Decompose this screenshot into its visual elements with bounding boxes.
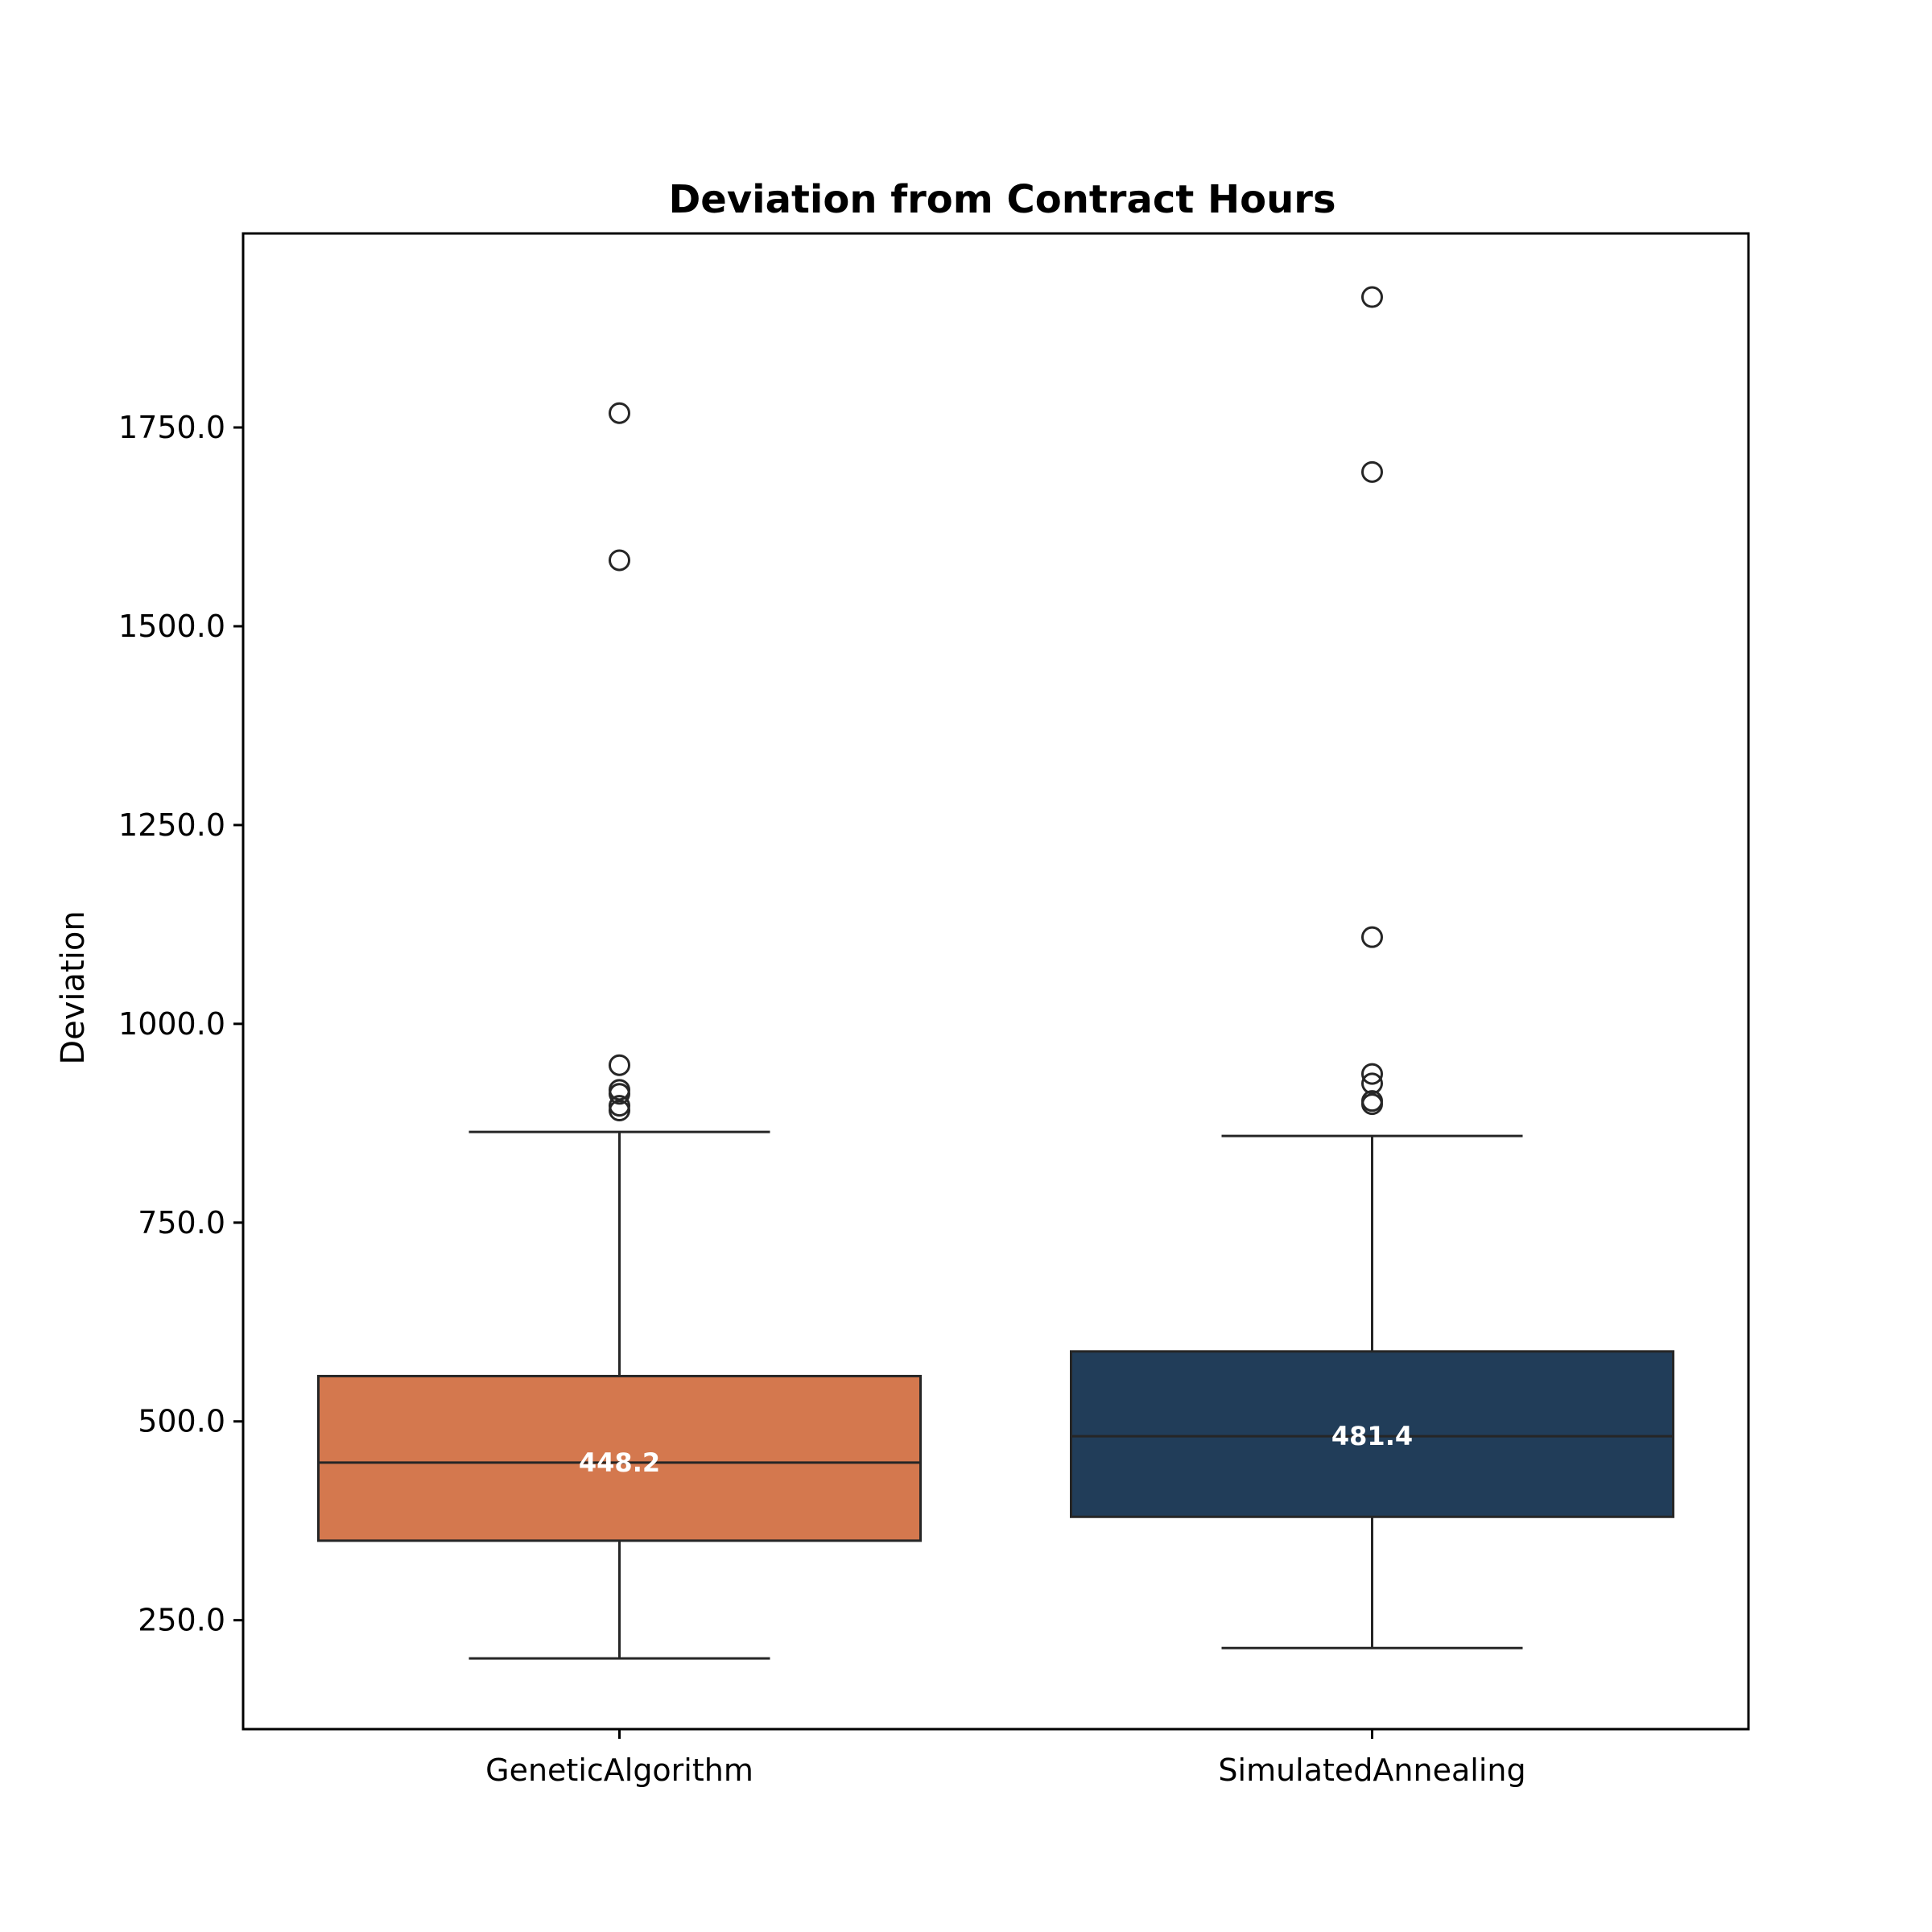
y-tick-label: 1000.0 xyxy=(118,1006,225,1042)
y-tick-label: 750.0 xyxy=(138,1205,225,1241)
y-axis-label: Deviation xyxy=(55,910,92,1064)
outlier-point xyxy=(609,1054,630,1076)
plot-area: 250.0 500.0 750.0 1000.0 1250.0 1500.0 1750.0 G… xyxy=(118,286,1674,1788)
outlier-point xyxy=(609,1095,630,1117)
outlier-point xyxy=(609,402,630,424)
x-tick-label: SimulatedAnnealing xyxy=(1218,1752,1525,1788)
outlier-point xyxy=(1361,926,1383,948)
y-tick-label: 1250.0 xyxy=(118,807,225,843)
y-tick-label: 1750.0 xyxy=(118,410,225,445)
iqr-box xyxy=(1070,1350,1674,1518)
outlier-point xyxy=(609,1079,630,1101)
outlier-point xyxy=(609,549,630,572)
plot-frame xyxy=(242,232,1750,1731)
outlier-point xyxy=(1361,1072,1383,1095)
x-tick-label: GeneticAlgorithm xyxy=(485,1752,753,1788)
y-tick-label: 1500.0 xyxy=(118,609,225,644)
median-value-label: 448.2 xyxy=(579,1447,660,1478)
median-value-label: 481.4 xyxy=(1331,1421,1413,1451)
outlier-point xyxy=(1361,286,1383,308)
y-tick-label: 500.0 xyxy=(138,1404,225,1439)
outlier-point xyxy=(1361,1063,1383,1085)
iqr-box xyxy=(317,1374,922,1542)
chart-title: Deviation from Contract Hours xyxy=(668,177,1335,222)
outlier-point xyxy=(1361,460,1383,483)
y-tick-label: 250.0 xyxy=(138,1603,225,1638)
outlier-point xyxy=(1361,1090,1383,1113)
